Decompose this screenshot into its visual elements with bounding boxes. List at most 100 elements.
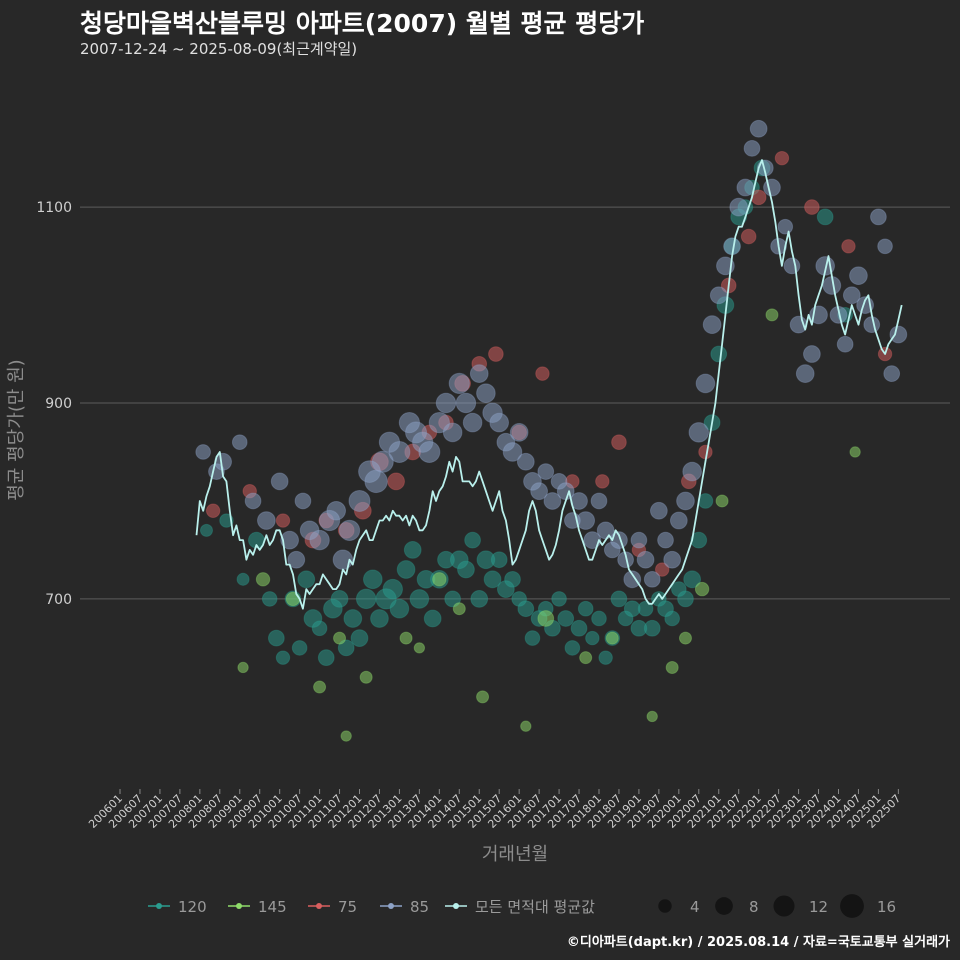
point-120 — [677, 590, 694, 608]
point-85 — [649, 501, 668, 520]
legend-dot — [388, 903, 394, 909]
point-120 — [363, 569, 383, 590]
point-120 — [355, 588, 377, 610]
point-145 — [399, 631, 413, 645]
point-85 — [509, 423, 529, 442]
point-145 — [715, 494, 729, 508]
point-75 — [535, 366, 550, 381]
point-145 — [694, 581, 710, 597]
y-axis-title: 평균 평당가(만 원) — [6, 359, 27, 500]
legend-size-label: 4 — [690, 898, 700, 916]
legend-dot — [156, 903, 162, 909]
point-120 — [261, 591, 278, 607]
point-85 — [309, 529, 330, 551]
point-75 — [387, 472, 405, 491]
legend-size-dot — [773, 895, 795, 917]
point-85 — [783, 257, 801, 275]
point-85 — [455, 392, 477, 414]
scatter-points — [195, 119, 908, 742]
legend-size-label: 12 — [809, 898, 828, 916]
point-85 — [428, 411, 450, 434]
point-120 — [464, 531, 481, 549]
point-120 — [396, 560, 416, 579]
point-120 — [690, 531, 708, 549]
point-145 — [665, 660, 679, 674]
point-120 — [409, 589, 430, 609]
point-120 — [551, 591, 567, 607]
point-85 — [231, 434, 248, 451]
legend-size-label: 16 — [877, 898, 896, 916]
point-85 — [257, 511, 276, 530]
point-85 — [537, 463, 555, 480]
point-85 — [777, 218, 794, 235]
point-145 — [313, 680, 327, 694]
point-120 — [643, 619, 661, 637]
point-85 — [849, 266, 868, 286]
point-85 — [636, 550, 655, 569]
legend-label: 120 — [178, 898, 207, 916]
point-120 — [337, 639, 355, 657]
point-120 — [585, 630, 600, 646]
point-120 — [199, 523, 213, 537]
point-120 — [557, 610, 575, 627]
legend-size-dot — [658, 899, 672, 913]
point-85 — [326, 500, 347, 521]
point-85 — [657, 531, 674, 549]
point-145 — [520, 720, 532, 732]
point-120 — [444, 590, 462, 608]
point-145 — [605, 631, 619, 645]
point-145 — [452, 602, 466, 616]
point-75 — [654, 562, 670, 577]
point-145 — [579, 651, 593, 665]
point-85 — [803, 345, 821, 363]
point-120 — [423, 609, 442, 628]
point-120 — [317, 649, 335, 667]
point-145 — [413, 642, 426, 654]
point-145 — [646, 710, 658, 723]
point-120 — [267, 629, 285, 647]
point-75 — [611, 434, 627, 451]
point-85 — [489, 412, 510, 433]
legend-size-4: 4 — [658, 898, 700, 916]
point-85 — [682, 461, 702, 482]
y-tick-label: 1100 — [36, 200, 72, 216]
point-120 — [382, 578, 403, 600]
point-120 — [291, 640, 308, 656]
legend-size-16: 16 — [840, 894, 896, 918]
point-75 — [488, 346, 504, 362]
legend-item-145: 145 — [228, 898, 287, 916]
point-85 — [270, 472, 289, 491]
point-85 — [388, 440, 411, 463]
point-145 — [285, 591, 301, 607]
point-120 — [389, 598, 410, 619]
point-145 — [765, 308, 779, 322]
average-line-group — [195, 159, 903, 610]
point-85 — [842, 286, 861, 305]
point-75 — [740, 228, 757, 245]
point-120 — [297, 570, 316, 589]
point-85 — [743, 139, 761, 157]
point-85 — [795, 364, 815, 383]
legend-label: 145 — [258, 898, 287, 916]
source-caption: ©디아파트(dapt.kr) / 2025.08.14 / 자료=국토교통부 실… — [566, 935, 950, 950]
point-85 — [364, 469, 388, 494]
point-85 — [663, 550, 682, 569]
point-145 — [333, 631, 347, 645]
point-145 — [849, 446, 861, 458]
point-145 — [255, 572, 271, 587]
point-85 — [371, 450, 394, 473]
legend-item-120: 120 — [148, 898, 207, 916]
point-85 — [469, 364, 489, 383]
point-75 — [841, 239, 856, 254]
point-120 — [350, 629, 369, 647]
point-85 — [530, 482, 549, 501]
point-85 — [630, 531, 648, 549]
point-145 — [359, 670, 373, 684]
legend: 120 145 75 85 모든 면적대 평균값 4 8 12 16 — [148, 894, 896, 918]
point-85 — [883, 365, 901, 382]
legend-label: 85 — [410, 898, 429, 916]
legend-size-label: 8 — [749, 898, 759, 916]
point-85 — [623, 570, 642, 589]
point-120 — [816, 208, 834, 226]
